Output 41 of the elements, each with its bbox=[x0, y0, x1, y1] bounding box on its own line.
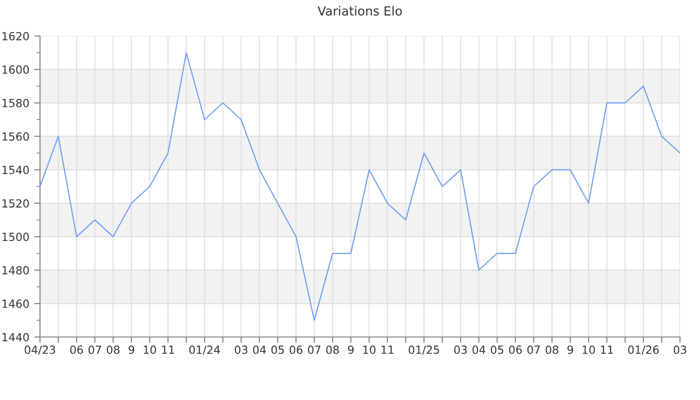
x-tick-label: 08 bbox=[546, 346, 558, 354]
y-tick-label: 1500 bbox=[2, 232, 29, 242]
y-tick-label: 1580 bbox=[2, 98, 29, 108]
y-tick-label: 1520 bbox=[2, 199, 29, 208]
chart-title: Variations Elo bbox=[318, 6, 402, 16]
y-tick-label: 1460 bbox=[2, 300, 29, 308]
x-tick-label: 01/25 bbox=[408, 346, 440, 355]
x-tick-label: 11 bbox=[382, 346, 394, 354]
x-tick-label: 01/24 bbox=[189, 346, 220, 355]
y-tick-label: 1560 bbox=[2, 132, 29, 141]
x-tick-label: 06 bbox=[509, 346, 522, 354]
y-tick-label: 1440 bbox=[2, 332, 29, 342]
x-tick-label: 06 bbox=[290, 346, 302, 354]
x-tick-label: 07 bbox=[88, 346, 101, 354]
x-tick-label: 04/23 bbox=[24, 346, 56, 355]
y-tick-label: 1540 bbox=[2, 166, 29, 174]
x-tick-label: 11 bbox=[162, 346, 174, 354]
x-tick-label: 04 bbox=[253, 346, 266, 354]
x-tick-label: 10 bbox=[363, 346, 376, 354]
x-tick-label: 10 bbox=[582, 346, 595, 354]
y-tick-label: 1480 bbox=[2, 266, 29, 274]
x-tick-label: 08 bbox=[106, 346, 120, 354]
x-tick-label: 03 bbox=[234, 346, 248, 354]
x-tick-label: 03 bbox=[454, 346, 467, 354]
x-tick-label: 08 bbox=[326, 346, 339, 354]
x-tick-label: 06 bbox=[70, 346, 83, 354]
x-tick-label: 9 bbox=[128, 346, 134, 354]
x-tick-label: 01/26 bbox=[628, 346, 659, 355]
x-tick-label: 10 bbox=[144, 346, 156, 354]
x-tick-label: 04 bbox=[472, 346, 486, 354]
x-tick-label: 9 bbox=[567, 346, 574, 354]
x-tick-label: 07 bbox=[308, 346, 320, 354]
line-series bbox=[40, 52, 680, 321]
x-tick-label: 05 bbox=[271, 346, 284, 354]
x-tick-label: 07 bbox=[527, 346, 540, 354]
x-tick-label: 9 bbox=[348, 346, 354, 354]
x-tick-label: 05 bbox=[490, 346, 504, 354]
x-tick-label: 03 bbox=[674, 346, 686, 354]
x-tick-label: 11 bbox=[601, 346, 613, 354]
y-tick-label: 1600 bbox=[2, 65, 29, 74]
y-tick-label: 1620 bbox=[2, 32, 29, 40]
